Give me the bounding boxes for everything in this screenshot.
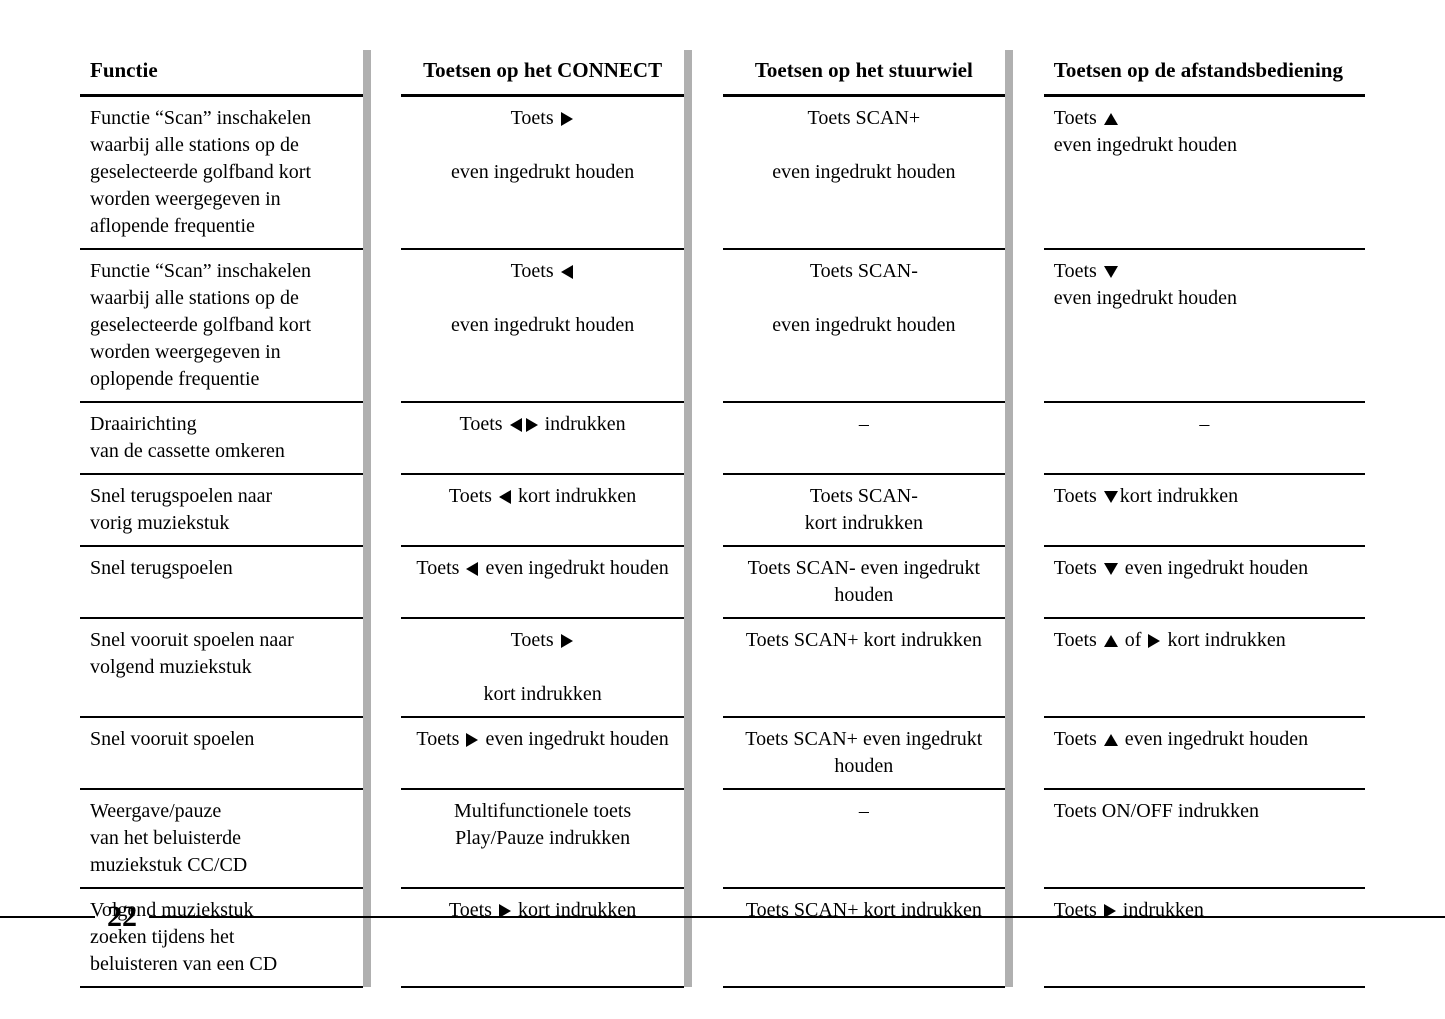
- table-row: Snel terugspoelen naarvorig muziekstuk To…: [80, 474, 1365, 546]
- cell-functie: Functie “Scan” inschakelenwaarbij alle s…: [80, 95, 363, 249]
- column-separator: [1005, 50, 1044, 95]
- column-separator: [684, 95, 723, 249]
- cell-connect: Toets even ingedrukt houden: [401, 546, 684, 618]
- column-separator: [1005, 474, 1044, 546]
- triangle-right-icon: [526, 418, 538, 432]
- triangle-up-icon: [1104, 734, 1118, 746]
- cell-afstand: Toets of kort indrukken: [1044, 618, 1365, 717]
- header-afstand: Toetsen op de afstandsbediening: [1044, 50, 1365, 95]
- cell-stuurwiel: Toets SCAN-kort indrukken: [723, 474, 1006, 546]
- column-separator: [1005, 789, 1044, 888]
- cell-connect: Toets kort indrukken: [401, 618, 684, 717]
- cell-connect: Toets even ingedrukt houden: [401, 95, 684, 249]
- triangle-down-icon: [1104, 266, 1118, 278]
- triangle-right-icon: [466, 733, 478, 747]
- column-separator: [363, 50, 402, 95]
- table-row: Draairichtingvan de cassette omkeren Toet…: [80, 402, 1365, 474]
- cell-stuurwiel: Toets SCAN-even ingedrukt houden: [723, 249, 1006, 402]
- table-row: Snel vooruit spoelen naarvolgend muzieks…: [80, 618, 1365, 717]
- column-separator: [1005, 546, 1044, 618]
- triangle-down-icon: [1104, 563, 1118, 575]
- cell-stuurwiel: Toets SCAN+ kort indrukken: [723, 618, 1006, 717]
- column-separator: [684, 618, 723, 717]
- column-separator: [684, 546, 723, 618]
- cell-afstand: Toets even ingedrukt houden: [1044, 717, 1365, 789]
- header-connect: Toetsen op het CONNECT: [401, 50, 684, 95]
- footer-line-right: [149, 916, 1445, 918]
- cell-connect: Toets even ingedrukt houden: [401, 717, 684, 789]
- triangle-left-icon: [466, 562, 478, 576]
- cell-afstand: Toets even ingedrukt houden: [1044, 95, 1365, 249]
- table-row: Functie “Scan” inschakelenwaarbij alle s…: [80, 249, 1365, 402]
- triangle-down-icon: [1104, 491, 1118, 503]
- cell-stuurwiel: Toets SCAN- even ingedrukt houden: [723, 546, 1006, 618]
- triangle-right-icon: [1148, 634, 1160, 648]
- cell-functie: Snel vooruit spoelen: [80, 717, 363, 789]
- cell-functie: Snel vooruit spoelen naarvolgend muzieks…: [80, 618, 363, 717]
- function-table: Functie Toetsen op het CONNECT Toetsen o…: [80, 50, 1365, 988]
- column-separator: [684, 50, 723, 95]
- cell-functie: Snel terugspoelen: [80, 546, 363, 618]
- column-separator: [684, 402, 723, 474]
- cell-stuurwiel: –: [723, 402, 1006, 474]
- column-separator: [363, 789, 402, 888]
- cell-stuurwiel: –: [723, 789, 1006, 888]
- cell-afstand: –: [1044, 402, 1365, 474]
- page-footer: 22: [0, 900, 1445, 934]
- triangle-left-icon: [510, 418, 522, 432]
- table-head: Functie Toetsen op het CONNECT Toetsen o…: [80, 50, 1365, 95]
- column-separator: [363, 618, 402, 717]
- cell-connect: Toets kort indrukken: [401, 474, 684, 546]
- triangle-left-icon: [499, 490, 511, 504]
- cell-connect: Toets even ingedrukt houden: [401, 249, 684, 402]
- column-separator: [684, 789, 723, 888]
- cell-afstand: Toets kort indrukken: [1044, 474, 1365, 546]
- column-separator: [1005, 249, 1044, 402]
- triangle-right-icon: [561, 112, 573, 126]
- cell-afstand: Toets even ingedrukt houden: [1044, 546, 1365, 618]
- header-stuurwiel: Toetsen op het stuurwiel: [723, 50, 1006, 95]
- column-separator: [363, 95, 402, 249]
- cell-functie: Draairichtingvan de cassette omkeren: [80, 402, 363, 474]
- cell-afstand: Toets even ingedrukt houden: [1044, 249, 1365, 402]
- column-separator: [684, 249, 723, 402]
- column-separator: [363, 474, 402, 546]
- column-separator: [363, 546, 402, 618]
- cell-connect: Multifunctionele toetsPlay/Pauze indrukk…: [401, 789, 684, 888]
- table-row: Snel terugspoelen Toets even ingedrukt ho…: [80, 546, 1365, 618]
- footer-line-left: [0, 916, 95, 918]
- cell-functie: Weergave/pauzevan het beluisterdemuzieks…: [80, 789, 363, 888]
- column-separator: [363, 717, 402, 789]
- triangle-up-icon: [1104, 113, 1118, 125]
- table-row: Weergave/pauzevan het beluisterdemuzieks…: [80, 789, 1365, 888]
- cell-connect: Toets indrukken: [401, 402, 684, 474]
- table-body: Functie “Scan” inschakelenwaarbij alle s…: [80, 95, 1365, 987]
- column-separator: [684, 474, 723, 546]
- column-separator: [1005, 95, 1044, 249]
- page-content: Functie Toetsen op het CONNECT Toetsen o…: [0, 0, 1445, 988]
- page-number: 22: [95, 900, 149, 934]
- column-separator: [1005, 618, 1044, 717]
- column-separator: [1005, 402, 1044, 474]
- cell-functie: Functie “Scan” inschakelenwaarbij alle s…: [80, 249, 363, 402]
- triangle-left-icon: [561, 265, 573, 279]
- cell-functie: Snel terugspoelen naarvorig muziekstuk: [80, 474, 363, 546]
- column-separator: [363, 402, 402, 474]
- triangle-up-icon: [1104, 635, 1118, 647]
- column-separator: [684, 717, 723, 789]
- table-row: Snel vooruit spoelen Toets even ingedrukt…: [80, 717, 1365, 789]
- table-row: Functie “Scan” inschakelenwaarbij alle s…: [80, 95, 1365, 249]
- column-separator: [1005, 717, 1044, 789]
- cell-stuurwiel: Toets SCAN+even ingedrukt houden: [723, 95, 1006, 249]
- triangle-right-icon: [561, 634, 573, 648]
- column-separator: [363, 249, 402, 402]
- cell-stuurwiel: Toets SCAN+ even ingedrukt houden: [723, 717, 1006, 789]
- cell-afstand: Toets ON/OFF indrukken: [1044, 789, 1365, 888]
- header-functie: Functie: [80, 50, 363, 95]
